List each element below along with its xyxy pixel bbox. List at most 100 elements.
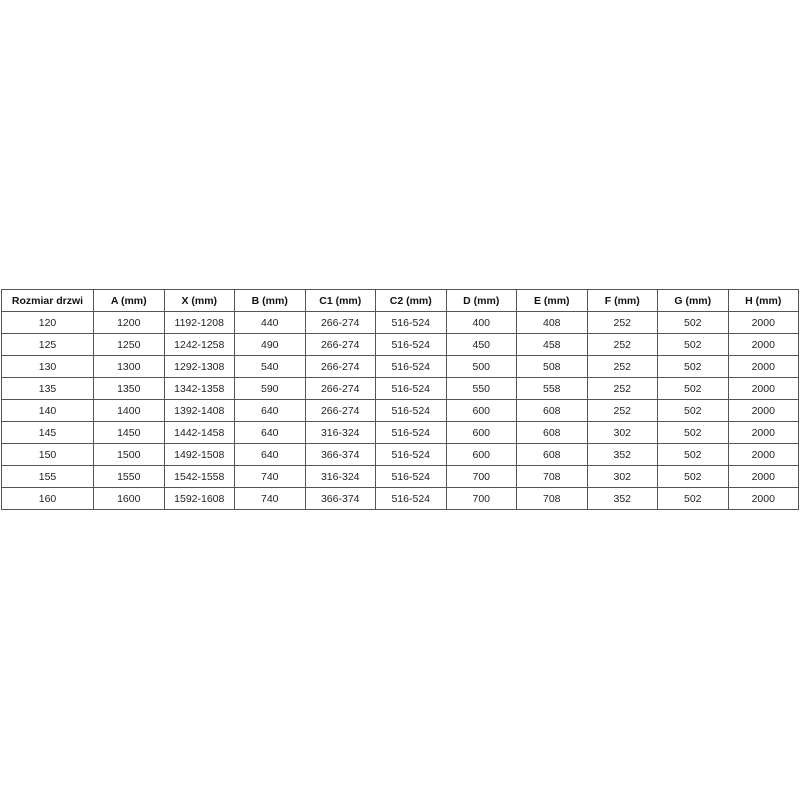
table-cell: 1350 [93,377,165,400]
table-cell: 640 [234,443,306,466]
table-cell: 266-274 [304,355,376,378]
table-cell: 516-524 [375,311,447,334]
table-cell: 516-524 [375,487,447,510]
table-cell: 352 [586,443,658,466]
table-cell: 516-524 [375,399,447,422]
table-cell: 590 [234,377,306,400]
table-cell: 1550 [93,465,165,488]
table-cell: 600 [445,421,517,444]
table-cell: 160 [1,487,94,510]
table-cell: 1242-1258 [163,333,235,356]
table-row: 155 1550 1542-1558 740 316-324 516-524 700 708 3… [1,465,799,488]
table-cell: 302 [586,421,658,444]
table-cell: 1400 [93,399,165,422]
table-row: 135 1350 1342-1358 590 266-274 516-524 550 558 2… [1,377,799,400]
table-cell: 502 [657,311,729,334]
table-cell: 120 [1,311,94,334]
table-cell: 502 [657,443,729,466]
table-cell: 400 [445,311,517,334]
table-cell: 740 [234,465,306,488]
table-cell: 600 [445,399,517,422]
table-cell: 266-274 [304,333,376,356]
table-cell: 2000 [727,443,799,466]
table-row: 145 1450 1442-1458 640 316-324 516-524 600 608 3… [1,421,799,444]
table-cell: 708 [516,487,588,510]
table-cell: 502 [657,487,729,510]
table-cell: 640 [234,399,306,422]
table-cell: 140 [1,399,94,422]
table-cell: 316-324 [304,421,376,444]
table-cell: 500 [445,355,517,378]
table-cell: 252 [586,333,658,356]
table-cell: 708 [516,465,588,488]
table-cell: 540 [234,355,306,378]
column-header: E (mm) [516,289,588,312]
column-header: C2 (mm) [375,289,447,312]
table-cell: 1600 [93,487,165,510]
table-cell: 508 [516,355,588,378]
table-cell: 130 [1,355,94,378]
table-cell: 1542-1558 [163,465,235,488]
table-cell: 608 [516,443,588,466]
table-cell: 2000 [727,487,799,510]
table-cell: 1300 [93,355,165,378]
table-cell: 1492-1508 [163,443,235,466]
table-cell: 1250 [93,333,165,356]
table-cell: 252 [586,311,658,334]
table-cell: 700 [445,465,517,488]
table-cell: 302 [586,465,658,488]
table-cell: 640 [234,421,306,444]
column-header: B (mm) [234,289,306,312]
table-cell: 2000 [727,311,799,334]
table-cell: 502 [657,399,729,422]
table-cell: 502 [657,355,729,378]
table-cell: 366-374 [304,443,376,466]
table-cell: 252 [586,399,658,422]
column-header: Rozmiar drzwi [1,289,94,312]
table-cell: 316-324 [304,465,376,488]
column-header: G (mm) [657,289,729,312]
table-cell: 266-274 [304,377,376,400]
column-header: D (mm) [445,289,517,312]
table-cell: 450 [445,333,517,356]
table-cell: 502 [657,377,729,400]
table-cell: 516-524 [375,443,447,466]
table-cell: 252 [586,377,658,400]
table-cell: 2000 [727,399,799,422]
table-cell: 550 [445,377,517,400]
table-row: 125 1250 1242-1258 490 266-274 516-524 450 458 2… [1,333,799,356]
table-cell: 1200 [93,311,165,334]
table-cell: 1292-1308 [163,355,235,378]
table-cell: 502 [657,421,729,444]
table-cell: 502 [657,333,729,356]
table-cell: 600 [445,443,517,466]
table-cell: 740 [234,487,306,510]
table-row: 150 1500 1492-1508 640 366-374 516-524 600 608 3… [1,443,799,466]
table-cell: 516-524 [375,355,447,378]
table-cell: 155 [1,465,94,488]
table-cell: 700 [445,487,517,510]
table-cell: 1592-1608 [163,487,235,510]
table-cell: 150 [1,443,94,466]
table-cell: 608 [516,399,588,422]
table-cell: 145 [1,421,94,444]
header-row: Rozmiar drzwi A (mm) X (mm) B (mm) C1 (mm) C2… [1,289,799,312]
table-cell: 366-374 [304,487,376,510]
table-cell: 490 [234,333,306,356]
table-cell: 352 [586,487,658,510]
table-row: 130 1300 1292-1308 540 266-274 516-524 500 508 2… [1,355,799,378]
table-cell: 516-524 [375,421,447,444]
table-cell: 1192-1208 [163,311,235,334]
column-header: F (mm) [586,289,658,312]
column-header: H (mm) [727,289,799,312]
table-cell: 1442-1458 [163,421,235,444]
table-cell: 558 [516,377,588,400]
table-row: 160 1600 1592-1608 740 366-374 516-524 700 708 3… [1,487,799,510]
table-cell: 2000 [727,465,799,488]
table-cell: 1392-1408 [163,399,235,422]
table-cell: 125 [1,333,94,356]
column-header: X (mm) [163,289,235,312]
table-cell: 516-524 [375,465,447,488]
table-cell: 2000 [727,377,799,400]
table-cell: 1342-1358 [163,377,235,400]
